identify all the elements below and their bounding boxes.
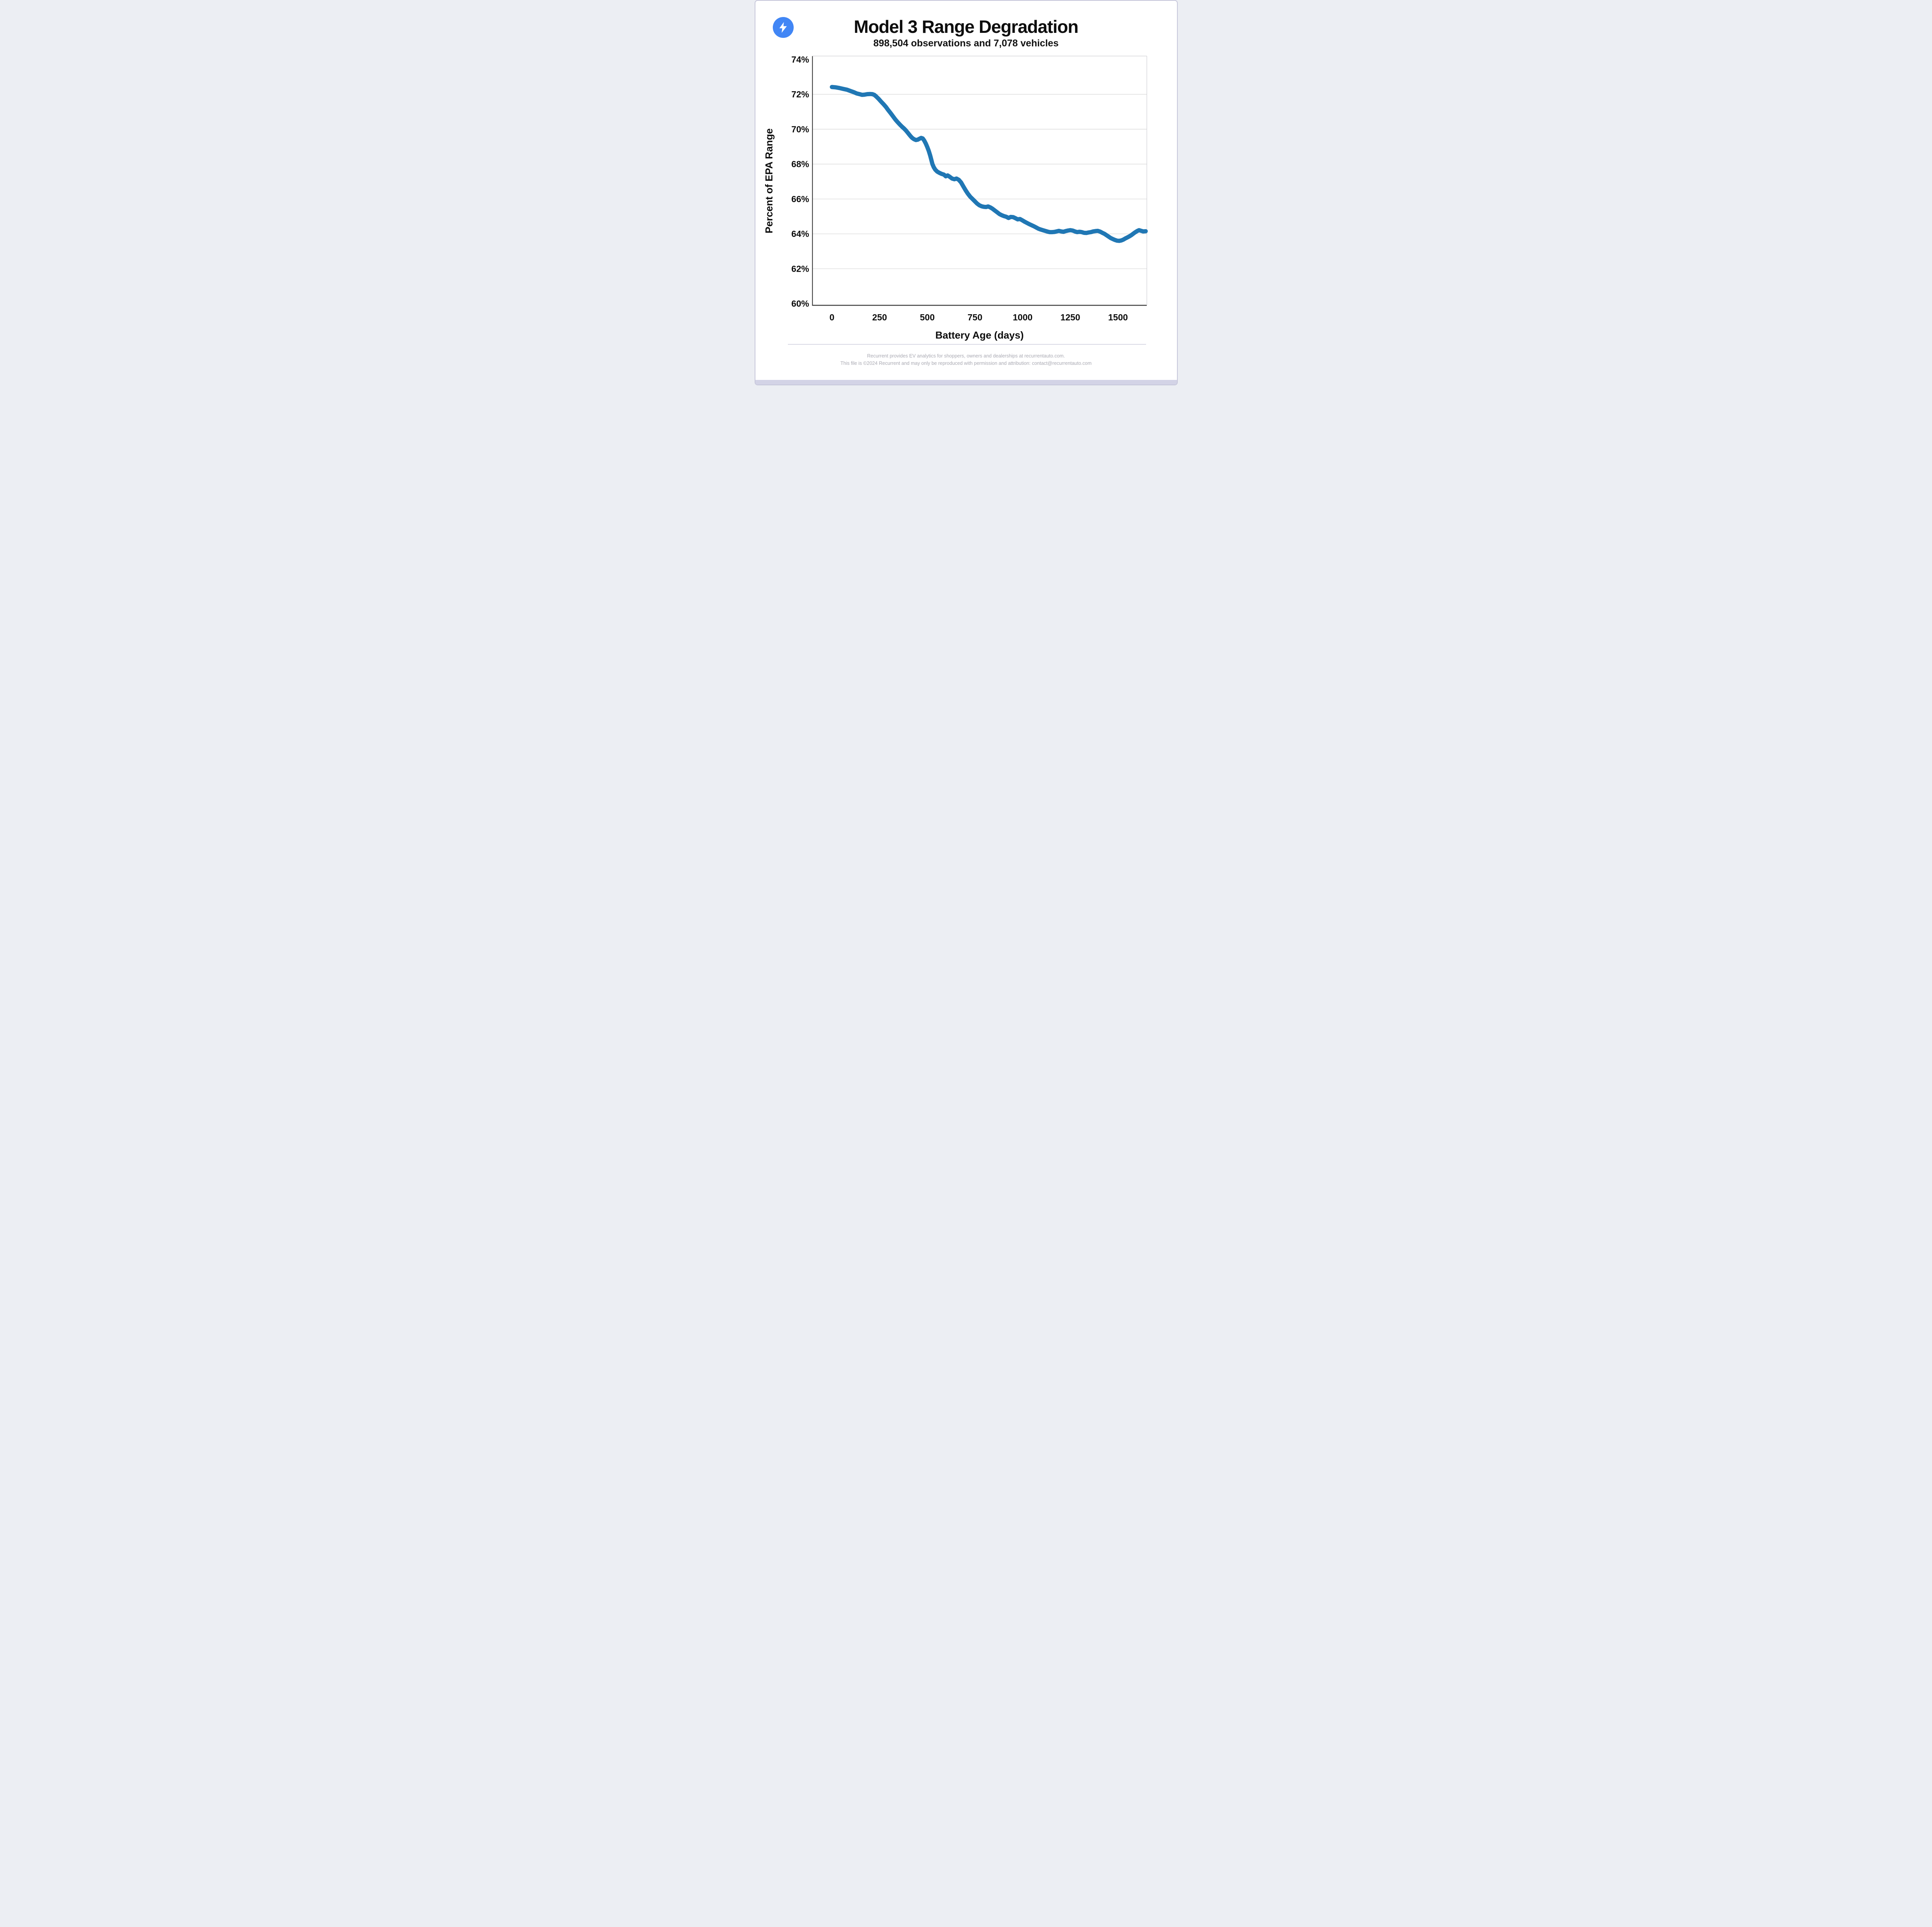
x-tick-label: 500 <box>920 312 934 322</box>
y-tick-label: 70% <box>791 124 809 134</box>
footer-attribution-line: Recurrent provides EV analytics for shop… <box>867 353 1065 359</box>
x-tick-label: 0 <box>829 312 834 322</box>
y-tick-label: 66% <box>791 194 809 204</box>
data-series <box>830 85 1148 243</box>
y-axis-title: Percent of EPA Range <box>763 128 775 233</box>
x-tick-label: 250 <box>872 312 887 322</box>
x-tick-label: 1000 <box>1013 312 1032 322</box>
lightning-bolt-icon <box>779 22 787 33</box>
x-tick-label: 1500 <box>1108 312 1128 322</box>
degradation-line <box>830 85 1148 243</box>
footer-divider <box>787 344 1146 345</box>
bottom-accent-bar <box>755 380 1177 385</box>
x-axis-tick-labels: 0 250 500 750 1000 1250 1500 <box>829 312 1128 322</box>
range-degradation-chart: 74% 72% 70% 68% 66% 64% 62% 60% 0 250 500 750 1000 1… <box>763 54 1148 341</box>
y-tick-label: 72% <box>791 89 809 99</box>
y-tick-label: 74% <box>791 54 809 65</box>
footer-copyright-line: This file is ©2024 Recurrent and may onl… <box>840 361 1092 366</box>
x-tick-label: 750 <box>968 312 982 322</box>
y-tick-label: 60% <box>791 299 809 309</box>
page-title: Model 3 Range Degradation <box>854 17 1079 37</box>
y-axis-tick-labels: 74% 72% 70% 68% 66% 64% 62% 60% <box>791 54 809 309</box>
x-axis-title: Battery Age (days) <box>935 329 1024 341</box>
y-tick-label: 62% <box>791 264 809 274</box>
axes-spines <box>812 56 1147 306</box>
gridlines <box>812 94 1147 269</box>
recurrent-logo <box>772 17 794 38</box>
y-tick-label: 64% <box>791 229 809 239</box>
infographic-card: Model 3 Range Degradation 898,504 observ… <box>754 0 1178 385</box>
y-tick-label: 68% <box>791 159 809 169</box>
x-tick-label: 1250 <box>1060 312 1080 322</box>
page-subtitle: 898,504 observations and 7,078 vehicles <box>873 38 1059 49</box>
